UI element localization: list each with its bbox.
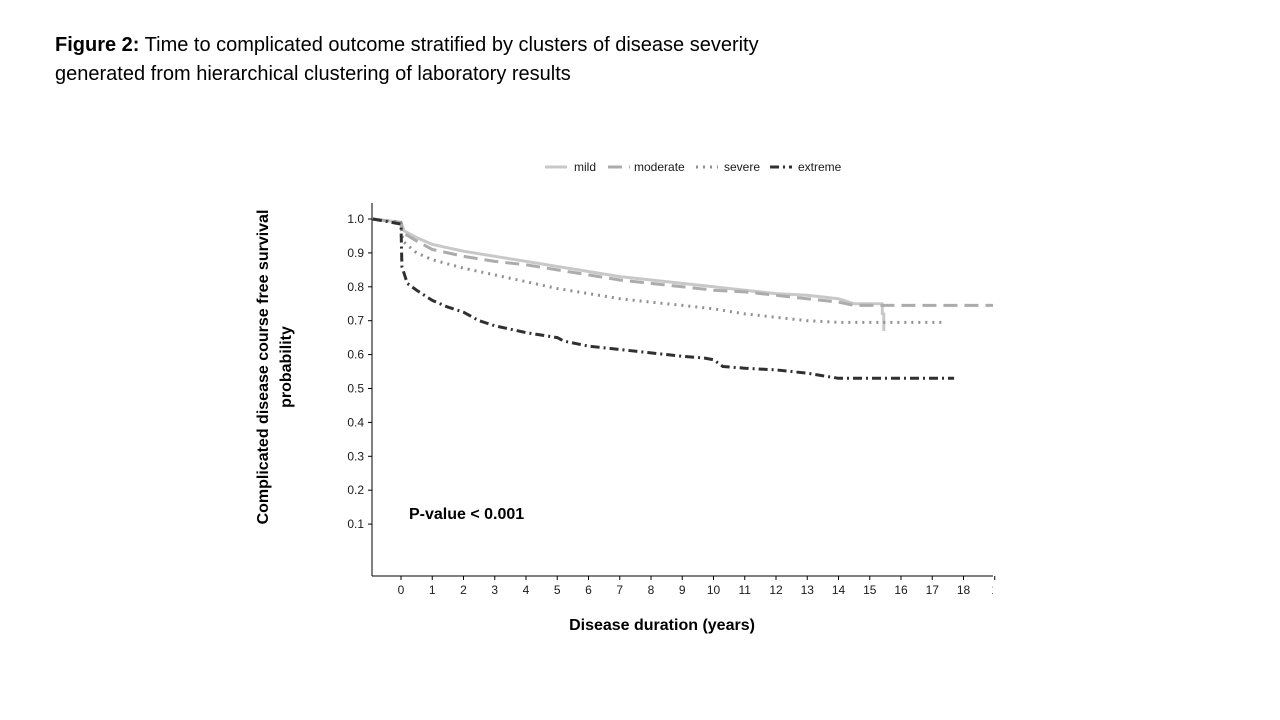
y-tick-label: 0.3 xyxy=(347,449,364,463)
series-line-extreme xyxy=(372,217,955,380)
y-tick-label: 0.2 xyxy=(347,483,364,497)
y-tick-label: 1.0 xyxy=(347,212,364,226)
x-axis-title: Disease duration (years) xyxy=(569,617,755,634)
x-tick-label: 14 xyxy=(832,583,846,597)
y-tick-label: 0.8 xyxy=(347,280,364,294)
x-tick-label: 2 xyxy=(460,583,467,597)
series-line-mild xyxy=(372,217,886,331)
figure-caption-text: Time to complicated outcome stratified b… xyxy=(55,34,759,85)
plot-area xyxy=(372,217,993,380)
series-line-moderate xyxy=(372,217,993,307)
legend-label-mild: mild xyxy=(574,160,596,174)
y-tick-label: 0.4 xyxy=(347,415,364,429)
x-tick-label: 5 xyxy=(554,583,561,597)
p-value-annotation: P-value < 0.001 xyxy=(409,506,524,523)
x-tick-label: 6 xyxy=(585,583,592,597)
x-tick-label: 11 xyxy=(739,583,752,597)
x-tick-label: 9 xyxy=(679,583,686,597)
legend-label-extreme: extreme xyxy=(798,160,842,174)
x-tick-label: 13 xyxy=(801,583,815,597)
y-tick-label: 0.5 xyxy=(347,382,364,396)
chart-legend: mild moderate severe extreme xyxy=(545,160,842,174)
legend-label-severe: severe xyxy=(724,160,760,174)
y-axis-title-line2: probability xyxy=(278,326,295,408)
series-line-severe xyxy=(372,217,942,324)
x-tick-label: 3 xyxy=(491,583,498,597)
x-tick-label: 18 xyxy=(957,583,971,597)
y-tick-label: 0.1 xyxy=(347,517,364,531)
y-tick-label: 0.7 xyxy=(347,314,364,328)
x-tick-label: 15 xyxy=(863,583,877,597)
x-tick-label: 4 xyxy=(523,583,530,597)
y-tick-label: 0.6 xyxy=(347,348,364,362)
x-tick-label: 16 xyxy=(894,583,908,597)
x-tick-label: 1 xyxy=(991,583,998,597)
x-tick-label: 8 xyxy=(648,583,655,597)
x-tick-label: 10 xyxy=(707,583,721,597)
x-tick-label: 7 xyxy=(616,583,623,597)
x-ticks: 0 1 2 3 4 5 6 7 8 9 10 11 12 13 14 15 16 17 18 1 xyxy=(398,576,998,597)
figure-caption-label: Figure 2: xyxy=(55,34,140,56)
x-tick-label: 0 xyxy=(398,583,405,597)
x-tick-label: 1 xyxy=(429,583,436,597)
y-ticks: 1.0 0.9 0.8 0.7 0.6 0.5 0.4 0.3 0.2 0.1 xyxy=(347,212,372,531)
x-tick-label: 12 xyxy=(769,583,783,597)
x-tick-label: 17 xyxy=(926,583,940,597)
y-tick-label: 0.9 xyxy=(347,246,364,260)
y-axis-title-line1: Complicated disease course free survival xyxy=(255,210,272,525)
legend-label-moderate: moderate xyxy=(634,160,685,174)
figure-caption: Figure 2: Time to complicated outcome st… xyxy=(55,31,815,89)
